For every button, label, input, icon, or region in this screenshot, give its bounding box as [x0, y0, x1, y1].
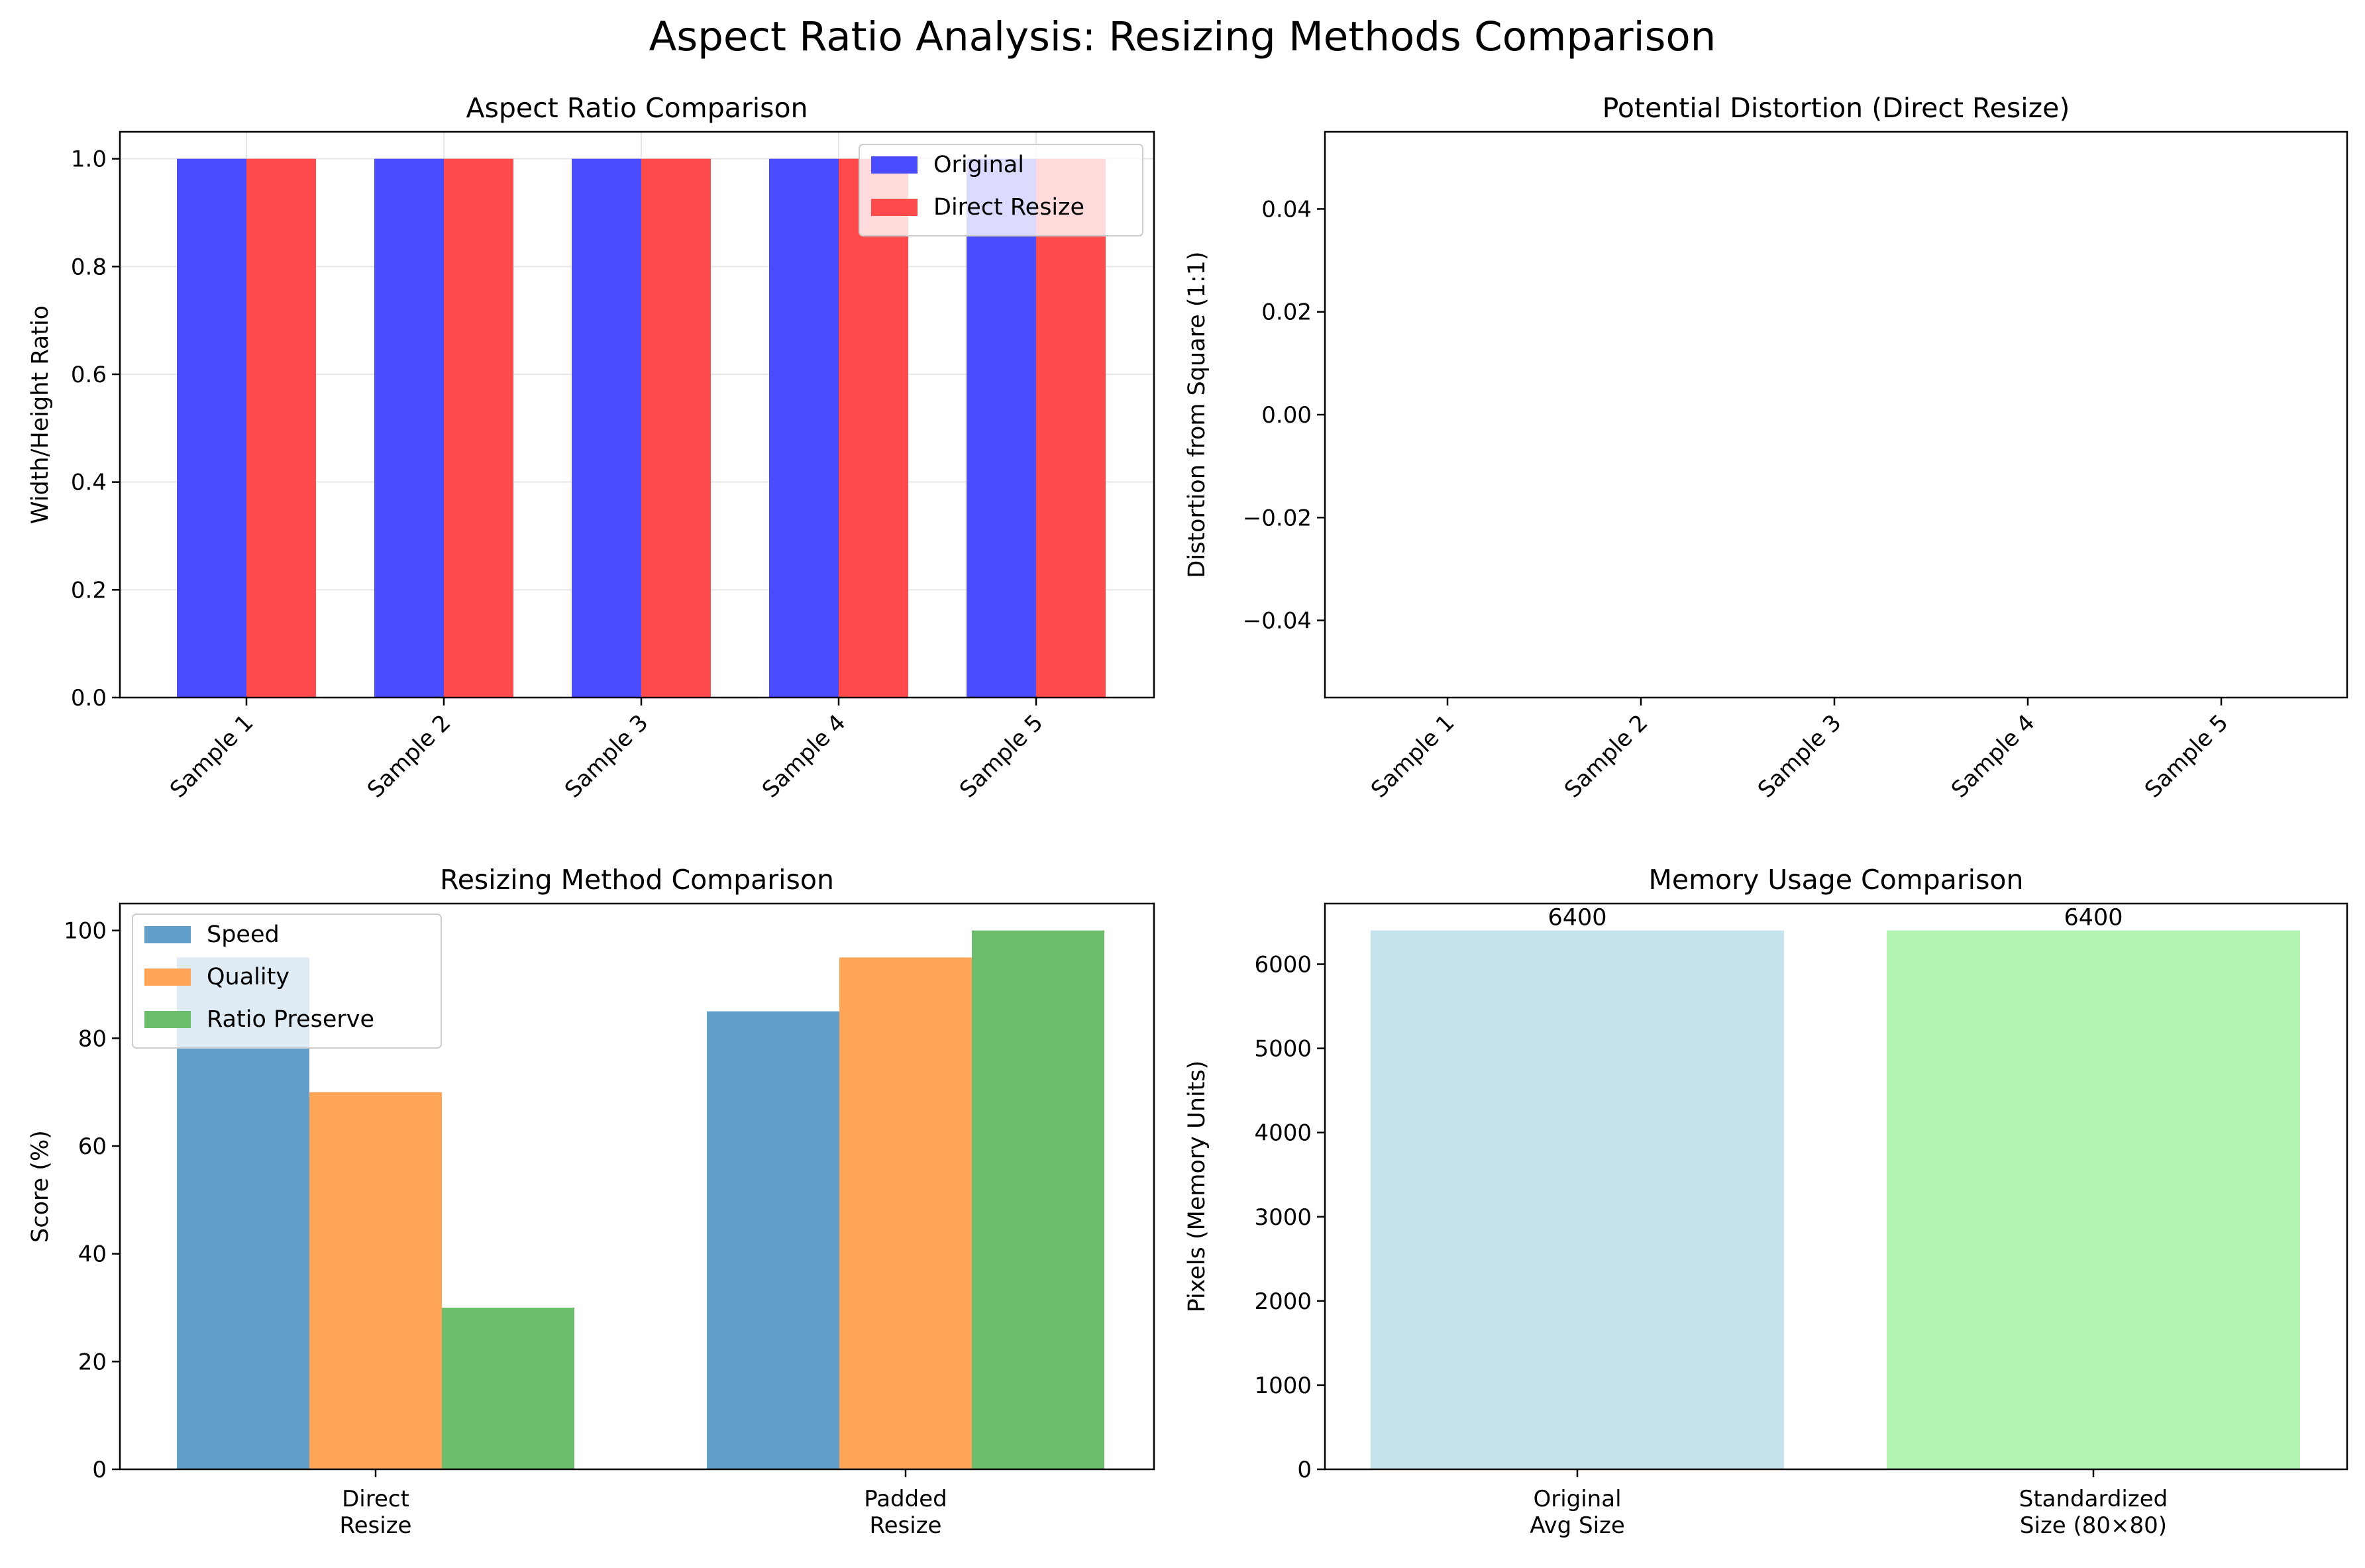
- x-tick-label: Sample 1: [1366, 709, 1459, 803]
- panel-title: Resizing Method Comparison: [440, 864, 834, 896]
- x-tick-label-line: Resize: [340, 1512, 412, 1539]
- legend-label: Quality: [207, 964, 289, 990]
- legend-label: Speed: [207, 921, 280, 948]
- bar-quality: [839, 957, 972, 1469]
- y-tick-label: −0.02: [1243, 505, 1312, 531]
- legend-box: [132, 914, 442, 1049]
- y-tick-label: 40: [78, 1241, 107, 1268]
- x-tick-label-line: Resize: [870, 1512, 942, 1539]
- bar-ratio-preserve: [442, 1308, 574, 1469]
- x-tick-label-line: Direct: [342, 1486, 409, 1512]
- y-tick-label: 0.2: [71, 577, 107, 603]
- panel-title: Potential Distortion (Direct Resize): [1603, 92, 2070, 124]
- axes-frame: [119, 902, 1155, 1471]
- y-tick-label: 0.8: [71, 254, 107, 280]
- legend-swatch: [871, 199, 918, 216]
- y-tick-label: 4000: [1254, 1120, 1312, 1147]
- y-tick-label: 1.0: [71, 146, 107, 173]
- y-tick-label: 0.6: [71, 362, 107, 388]
- legend-label: Original: [933, 152, 1024, 178]
- panel-title: Memory Usage Comparison: [1648, 864, 2023, 896]
- y-tick-label: 100: [64, 918, 107, 945]
- resizing-method-chart: Resizing Method Comparison Score (%) 0 20 40…: [27, 864, 1155, 1539]
- bar-original: [177, 158, 246, 698]
- x-tick-label-line: Size (80×80): [2020, 1512, 2167, 1539]
- x-tick-label: Sample 2: [362, 709, 456, 803]
- bar-speed: [707, 1011, 839, 1469]
- legend-swatch: [144, 926, 191, 943]
- y-axis-label: Score (%): [27, 1130, 54, 1243]
- y-tick-label: 20: [78, 1349, 107, 1375]
- legend-swatch: [871, 156, 918, 174]
- x-tick-label-line: Padded: [864, 1486, 947, 1512]
- memory-bar: [1371, 930, 1784, 1469]
- bar-data-label: 6400: [2064, 905, 2123, 931]
- bar-quality: [309, 1092, 442, 1469]
- aspect-ratio-chart: Aspect Ratio Comparison Width/Height Rati…: [27, 92, 1155, 803]
- figure-suptitle: Aspect Ratio Analysis: Resizing Methods …: [649, 13, 1716, 60]
- x-tick-label: Standardized Size (80×80): [2019, 1486, 2168, 1539]
- y-tick-label: 0.4: [71, 470, 107, 496]
- bar-direct-resize: [444, 158, 513, 698]
- panel-title: Aspect Ratio Comparison: [466, 92, 808, 124]
- x-tick-label-line: Avg Size: [1530, 1512, 1625, 1539]
- distortion-chart: Potential Distortion (Direct Resize) Dist…: [1184, 92, 2348, 803]
- x-tick-label: Sample 2: [1559, 709, 1653, 803]
- y-tick-label: 0.04: [1261, 196, 1312, 223]
- x-tick-label: Sample 4: [757, 709, 851, 803]
- x-tick-label: Sample 4: [1946, 709, 2040, 803]
- bar-original: [769, 158, 839, 698]
- memory-bar: [1887, 930, 2300, 1469]
- y-tick-label: 80: [78, 1025, 107, 1052]
- x-tick-label: Original Avg Size: [1530, 1486, 1625, 1539]
- bar-original: [572, 158, 641, 698]
- bar-data-label: 6400: [1548, 905, 1606, 931]
- y-tick-label: 6000: [1254, 952, 1312, 978]
- bar-direct-resize: [641, 158, 711, 698]
- x-tick-label: Direct Resize: [340, 1486, 412, 1539]
- y-tick-label: 0: [1297, 1457, 1312, 1483]
- y-tick-label: 0.0: [71, 685, 107, 711]
- y-tick-label: 2000: [1254, 1288, 1312, 1315]
- x-tick-label: Sample 3: [560, 709, 653, 803]
- y-axis-label: Distortion from Square (1:1): [1184, 251, 1210, 578]
- x-tick-label: Sample 5: [955, 709, 1048, 803]
- y-tick-label: 60: [78, 1133, 107, 1160]
- axes-frame: [1324, 902, 2348, 1471]
- x-tick-label-line: Standardized: [2019, 1486, 2168, 1512]
- legend-box: [859, 144, 1143, 236]
- memory-usage-chart: Memory Usage Comparison Pixels (Memory Un…: [1184, 864, 2348, 1539]
- x-tick-label: Sample 3: [1753, 709, 1846, 803]
- x-tick-label: Sample 5: [2140, 709, 2233, 803]
- y-axis-label: Pixels (Memory Units): [1184, 1061, 1210, 1313]
- y-tick-label: 5000: [1254, 1036, 1312, 1063]
- y-axis-label: Width/Height Ratio: [27, 305, 54, 524]
- bar-direct-resize: [1036, 158, 1106, 698]
- legend-label: Direct Resize: [933, 194, 1084, 221]
- y-tick-label: 0.00: [1261, 402, 1312, 429]
- x-tick-label-line: Original: [1533, 1486, 1621, 1512]
- y-tick-label: 0.02: [1261, 299, 1312, 326]
- y-tick-label: 3000: [1254, 1204, 1312, 1231]
- axes-frame: [1324, 131, 2348, 699]
- bar-direct-resize: [246, 158, 316, 698]
- y-tick-label: −0.04: [1243, 608, 1312, 635]
- bar-original: [374, 158, 444, 698]
- y-tick-label: 1000: [1254, 1373, 1312, 1399]
- legend-swatch: [144, 968, 191, 986]
- bar-direct-resize: [839, 158, 908, 698]
- x-tick-label: Sample 1: [165, 709, 258, 803]
- bar-original: [967, 158, 1036, 698]
- x-tick-label: Padded Resize: [864, 1486, 947, 1539]
- y-tick-label: 0: [92, 1457, 107, 1483]
- legend-swatch: [144, 1011, 191, 1028]
- legend-label: Ratio Preserve: [207, 1006, 374, 1033]
- axes-frame: [119, 131, 1155, 699]
- bar-ratio-preserve: [972, 930, 1104, 1469]
